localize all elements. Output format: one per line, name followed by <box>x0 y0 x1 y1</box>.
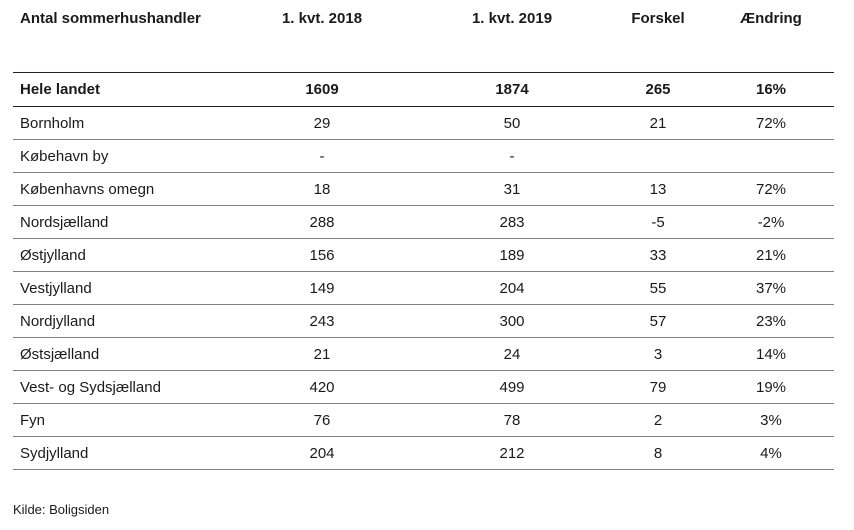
cell-change: 14% <box>755 345 787 363</box>
cell-q1-2019: 204 <box>499 279 525 297</box>
cell-q1-2019: 300 <box>499 312 525 330</box>
cell-region: Købehavn by <box>20 147 109 165</box>
table-row: Vestjylland 149 204 55 37% <box>13 272 834 305</box>
cell-region: Sydjylland <box>20 444 89 462</box>
cell-diff: 55 <box>649 279 667 297</box>
cell-change <box>718 140 824 172</box>
cell-q1-2019: 24 <box>503 345 521 363</box>
header-diff: Forskel <box>631 10 685 27</box>
cell-diff: 3 <box>653 345 663 363</box>
cell-diff: 13 <box>649 180 667 198</box>
cell-region: Bornholm <box>20 114 85 132</box>
table-total-row: Hele landet 1609 1874 265 16% <box>13 73 834 107</box>
cell-q1-2018: 29 <box>313 114 331 132</box>
header-region: Antal sommerhushandler <box>20 10 201 27</box>
total-region: Hele landet <box>20 81 101 98</box>
cell-q1-2019: 283 <box>499 213 525 231</box>
cell-diff: 79 <box>649 378 667 396</box>
cell-q1-2018: 204 <box>309 444 335 462</box>
cell-q1-2018: 21 <box>313 345 331 363</box>
cell-change: 23% <box>755 312 787 330</box>
cell-diff <box>613 140 703 172</box>
table-row: Østjylland 156 189 33 21% <box>13 239 834 272</box>
table-row: Nordjylland 243 300 57 23% <box>13 305 834 338</box>
table-row: Østsjælland 21 24 3 14% <box>13 338 834 371</box>
cell-change: 3% <box>760 411 782 429</box>
cell-q1-2018: 18 <box>313 180 331 198</box>
total-diff: 265 <box>645 81 671 98</box>
table-row: Nordsjælland 288 283 -5 -2% <box>13 206 834 239</box>
cell-q1-2018: 76 <box>313 411 331 429</box>
cell-q1-2018: 156 <box>309 246 335 264</box>
cell-q1-2018: 420 <box>309 378 335 396</box>
cell-region: Østjylland <box>20 246 86 264</box>
data-table: Antal sommerhushandler 1. kvt. 2018 1. k… <box>13 0 834 470</box>
cell-region: Nordjylland <box>20 312 96 330</box>
table-body: Bornholm 29 50 21 72% Købehavn by - - Københavns… <box>13 107 834 470</box>
source-note: Kilde: Boligsiden <box>13 502 110 517</box>
cell-q1-2019: 31 <box>503 180 521 198</box>
cell-diff: 8 <box>653 444 663 462</box>
cell-q1-2018: 243 <box>309 312 335 330</box>
table-row: Københavns omegn 18 31 13 72% <box>13 173 834 206</box>
table-row: Købehavn by - - <box>13 140 834 173</box>
total-change: 16% <box>755 81 787 98</box>
header-change: Ændring <box>740 10 802 27</box>
cell-q1-2019: - <box>509 147 515 165</box>
cell-q1-2019: 212 <box>499 444 525 462</box>
cell-change: 19% <box>755 378 787 396</box>
cell-q1-2019: 50 <box>503 114 521 132</box>
cell-q1-2019: 499 <box>499 378 525 396</box>
table-row: Sydjylland 204 212 8 4% <box>13 437 834 470</box>
cell-region: Københavns omegn <box>20 180 155 198</box>
cell-diff: 2 <box>653 411 663 429</box>
total-q1-2019: 1874 <box>495 81 529 98</box>
table-row: Vest- og Sydsjælland 420 499 79 19% <box>13 371 834 404</box>
table-row: Bornholm 29 50 21 72% <box>13 107 834 140</box>
cell-region: Nordsjælland <box>20 213 109 231</box>
cell-change: 4% <box>760 444 782 462</box>
cell-q1-2018: 288 <box>309 213 335 231</box>
cell-diff: 33 <box>649 246 667 264</box>
cell-change: 21% <box>755 246 787 264</box>
cell-region: Fyn <box>20 411 46 429</box>
total-q1-2018: 1609 <box>305 81 339 98</box>
cell-q1-2019: 189 <box>499 246 525 264</box>
cell-q1-2018: 149 <box>309 279 335 297</box>
cell-q1-2019: 78 <box>503 411 521 429</box>
header-q1-2019: 1. kvt. 2019 <box>471 10 553 27</box>
cell-diff: 21 <box>649 114 667 132</box>
cell-change: 72% <box>755 114 787 132</box>
table-header-row: Antal sommerhushandler 1. kvt. 2018 1. k… <box>13 0 834 73</box>
cell-region: Vestjylland <box>20 279 92 297</box>
header-q1-2018: 1. kvt. 2018 <box>281 10 363 27</box>
cell-q1-2018: - <box>319 147 325 165</box>
cell-change: 37% <box>755 279 787 297</box>
table-row: Fyn 76 78 2 3% <box>13 404 834 437</box>
cell-diff: 57 <box>649 312 667 330</box>
cell-change: 72% <box>755 180 787 198</box>
cell-diff: -5 <box>651 213 665 231</box>
cell-change: -2% <box>757 213 785 231</box>
cell-region: Østsjælland <box>20 345 100 363</box>
cell-region: Vest- og Sydsjælland <box>20 378 161 396</box>
